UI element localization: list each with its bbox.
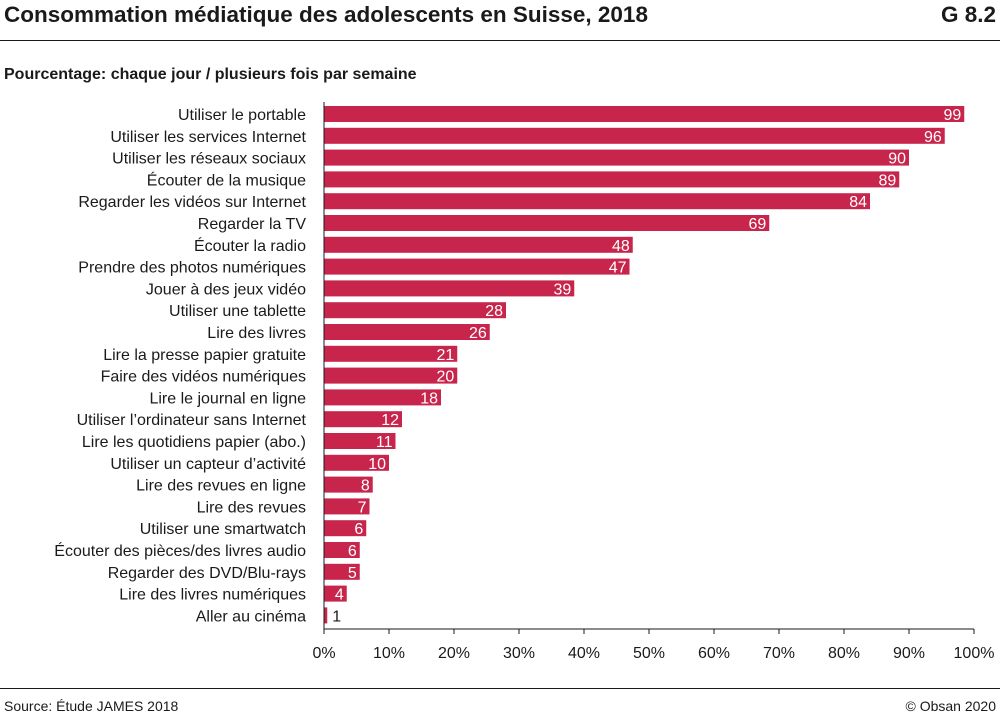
x-tick-label: 90%	[893, 645, 925, 662]
data-label: 89	[878, 172, 896, 189]
data-label: 7	[358, 499, 367, 516]
bar	[324, 585, 347, 602]
category-label: Prendre des photos numériques	[78, 260, 306, 277]
category-label: Utiliser une smartwatch	[140, 521, 306, 538]
data-label: 28	[485, 303, 503, 320]
category-label: Lire les quotidiens papier (abo.)	[82, 434, 306, 451]
data-label: 8	[361, 478, 370, 495]
category-label: Lire le journal en ligne	[149, 390, 306, 407]
bar	[324, 215, 770, 231]
bottom-rule	[0, 688, 1000, 689]
x-tick-label: 0%	[312, 645, 335, 662]
bar	[324, 258, 630, 275]
category-label: Lire des livres numériques	[119, 587, 306, 604]
bar	[324, 411, 402, 428]
bar	[324, 542, 360, 558]
category-label: Écouter la radio	[194, 236, 306, 255]
category-label: Utiliser un capteur d’activité	[110, 456, 306, 473]
data-label: 4	[335, 587, 344, 604]
bar	[324, 171, 900, 188]
category-label: Écouter des pièces/des livres audio	[54, 541, 306, 560]
data-label: 47	[609, 260, 627, 277]
bar	[324, 280, 575, 297]
figure-code: G 8.2	[940, 2, 996, 27]
data-label: 48	[612, 238, 630, 255]
bar	[324, 454, 389, 471]
x-tick-label: 80%	[828, 645, 860, 662]
data-label: 69	[748, 216, 766, 233]
bar	[324, 520, 367, 537]
top-rule	[0, 40, 1000, 41]
data-label: 18	[420, 390, 438, 407]
x-tick-label: 30%	[503, 645, 535, 662]
data-label: 10	[368, 456, 386, 473]
category-label: Utiliser l’ordinateur sans Internet	[77, 412, 307, 429]
x-tick-label: 50%	[633, 645, 665, 662]
x-tick-label: 100%	[954, 645, 995, 662]
x-tick-label: 60%	[698, 645, 730, 662]
category-label: Faire des vidéos numériques	[101, 369, 306, 386]
copyright-note: © Obsan 2020	[905, 698, 997, 714]
data-label: 6	[354, 521, 363, 538]
bar	[324, 367, 458, 384]
data-label: 99	[943, 107, 961, 124]
chart-subtitle: Pourcentage: chaque jour / plusieurs foi…	[4, 66, 417, 83]
bar	[324, 127, 945, 144]
bar	[324, 607, 328, 624]
data-label: 5	[348, 565, 357, 582]
data-label: 96	[924, 129, 942, 146]
bar	[324, 433, 396, 449]
data-label: 21	[436, 347, 454, 364]
category-label: Utiliser les réseaux sociaux	[112, 151, 306, 168]
data-label: 26	[469, 325, 487, 342]
x-tick-label: 70%	[763, 645, 795, 662]
data-label: 1	[332, 608, 341, 625]
bar-chart: 0% 10% 20% 30% 40% 50% 60% 70% 80% 90% 100% Utilise…	[54, 102, 995, 662]
category-label: Écouter de la musique	[147, 170, 306, 189]
x-tick-label: 10%	[373, 645, 405, 662]
category-label: Lire des revues en ligne	[136, 478, 306, 495]
category-label: Utiliser une tablette	[169, 303, 306, 320]
chart-title: Consommation médiatique des adolescents …	[4, 2, 648, 27]
category-label: Lire la presse papier gratuite	[103, 347, 306, 364]
bar	[324, 236, 633, 253]
data-label: 6	[348, 543, 357, 560]
x-tick-label: 20%	[438, 645, 470, 662]
category-label: Regarder des DVD/Blu-rays	[108, 565, 306, 582]
bar	[324, 149, 909, 166]
bar	[324, 345, 458, 362]
category-label: Utiliser le portable	[178, 107, 306, 124]
category-label: Regarder la TV	[198, 216, 307, 233]
data-label: 84	[849, 194, 867, 211]
bar	[324, 563, 360, 580]
bar	[324, 193, 870, 210]
bar	[324, 389, 441, 406]
data-label: 20	[436, 369, 454, 386]
category-label: Lire des revues	[197, 499, 306, 516]
bar	[324, 106, 965, 122]
x-tick-label: 40%	[568, 645, 600, 662]
bar	[324, 324, 490, 340]
data-label: 90	[888, 151, 906, 168]
bar	[324, 476, 373, 493]
bar	[324, 302, 506, 319]
category-label: Lire des livres	[207, 325, 306, 342]
category-label: Utiliser les services Internet	[110, 129, 306, 146]
source-note: Source: Étude JAMES 2018	[4, 698, 179, 714]
category-label: Regarder les vidéos sur Internet	[78, 194, 306, 211]
category-label: Aller au cinéma	[196, 608, 306, 625]
data-label: 11	[376, 434, 393, 451]
bar	[324, 498, 370, 515]
data-label: 39	[553, 281, 571, 298]
category-label: Jouer à des jeux vidéo	[146, 281, 306, 298]
data-label: 12	[381, 412, 399, 429]
